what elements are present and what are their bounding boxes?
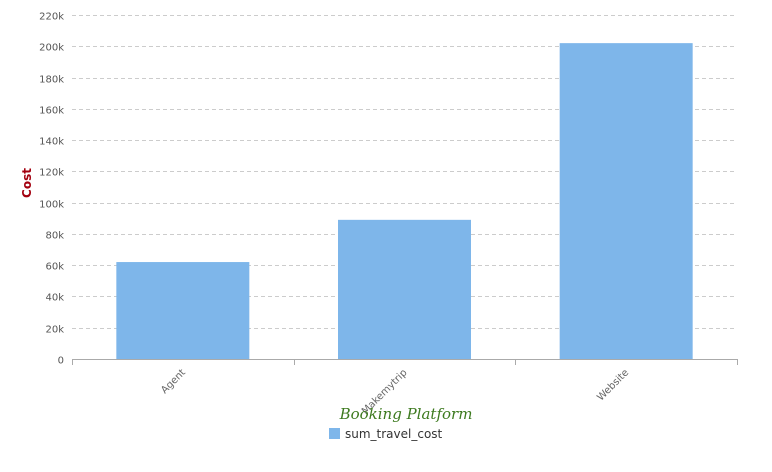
legend[interactable]: sum_travel_cost [329, 427, 443, 441]
legend-label: sum_travel_cost [345, 427, 443, 441]
y-tick-label: 220k [39, 12, 64, 23]
bar[interactable] [559, 43, 693, 360]
y-tick-label: 120k [39, 168, 64, 179]
y-axis-label: Cost [20, 168, 34, 198]
y-tick-label: 80k [45, 231, 64, 242]
y-tick-label: 0 [58, 356, 64, 367]
y-axis-ticks: 0 20k 40k 60k 80k 100k 120k 140k 160k 180k 200k 220… [39, 12, 64, 367]
bars [116, 43, 693, 360]
y-tick-label: 20k [45, 325, 64, 336]
x-axis-label: Booking Platform [339, 405, 473, 423]
y-tick-label: 180k [39, 75, 64, 86]
y-tick-label: 140k [39, 137, 64, 148]
x-tick-label: Website [595, 367, 631, 403]
y-tick-label: 160k [39, 106, 64, 117]
y-tick-label: 40k [45, 293, 64, 304]
y-tick-label: 60k [45, 262, 64, 273]
bar[interactable] [116, 262, 250, 359]
bar[interactable] [338, 219, 471, 359]
x-tick-label: Agent [159, 367, 188, 396]
y-tick-label: 100k [39, 200, 64, 211]
y-tick-label: 200k [39, 43, 64, 54]
legend-swatch [329, 428, 340, 439]
